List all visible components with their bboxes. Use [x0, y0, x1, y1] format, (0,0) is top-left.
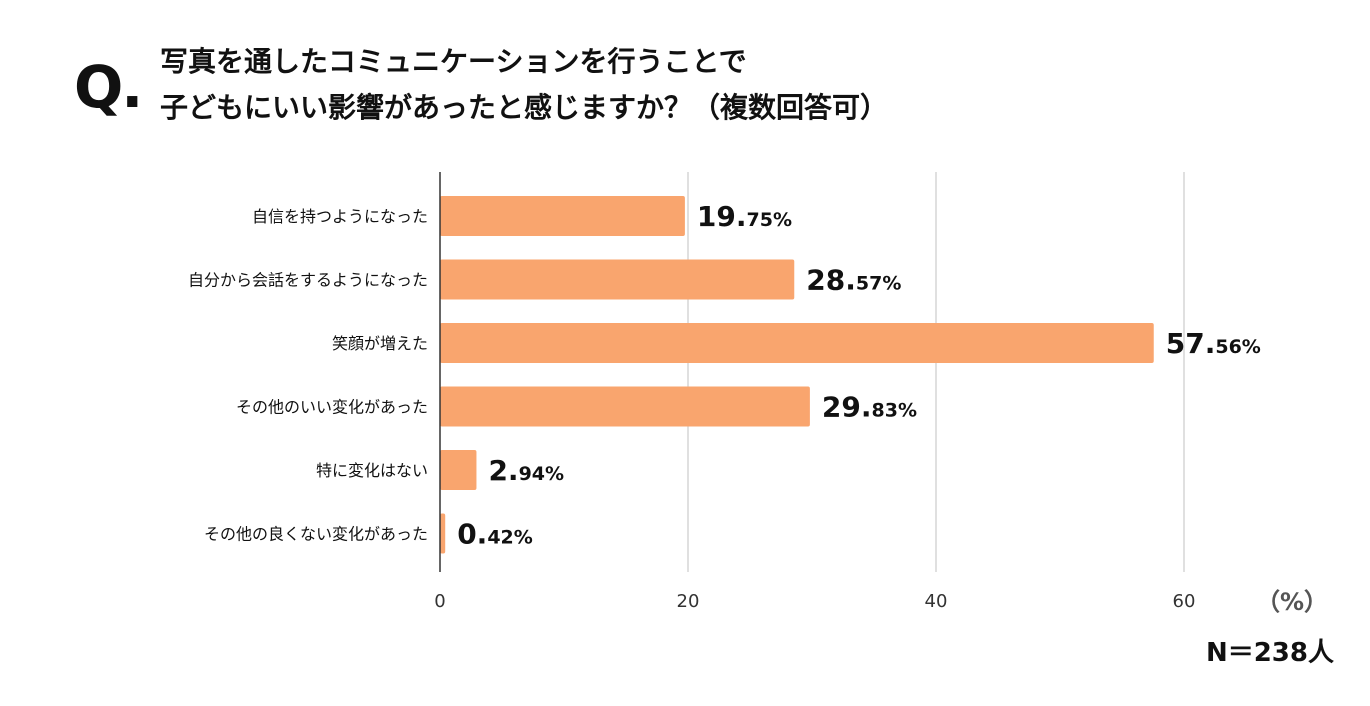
bar	[440, 513, 446, 554]
value-label-integer: 0.	[457, 518, 487, 551]
value-label: 28.57%	[806, 264, 901, 297]
category-label: 笑顔が増えた	[332, 334, 428, 353]
x-axis-unit-label: （%）	[1256, 588, 1328, 616]
value-label: 57.56%	[1166, 327, 1261, 360]
bars	[440, 196, 1154, 554]
question-line-2: 子どもにいい影響があったと感じますか？（複数回答可）	[160, 91, 889, 124]
x-tick-label: 20	[677, 591, 700, 612]
value-label-integer: 2.	[488, 454, 518, 487]
bar	[440, 196, 685, 236]
bar	[440, 386, 810, 427]
value-label-decimal: 42%	[487, 527, 532, 549]
bar	[440, 323, 1154, 363]
value-label-integer: 29.	[822, 391, 872, 424]
category-label: その他のいい変化があった	[236, 398, 428, 417]
category-label: その他の良くない変化があった	[204, 525, 428, 544]
value-label-decimal: 75%	[747, 209, 792, 231]
value-label-decimal: 56%	[1215, 336, 1260, 358]
sample-size-label: N＝238人	[1205, 638, 1334, 668]
value-label-decimal: 57%	[856, 273, 901, 295]
value-label-decimal: 83%	[872, 400, 917, 422]
value-label: 19.75%	[697, 200, 792, 233]
value-label: 0.42%	[457, 518, 533, 551]
category-label: 自分から会話をするようになった	[188, 271, 428, 290]
value-label: 29.83%	[822, 391, 917, 424]
value-label-integer: 28.	[806, 264, 856, 297]
axes: 0 20 40 60 （%）	[434, 172, 1328, 616]
x-tick-label: 40	[925, 591, 948, 612]
bar	[440, 450, 477, 490]
question-line-1: 写真を通したコミュニケーションを行うことで	[160, 45, 747, 78]
question-mark: Q.	[74, 53, 143, 121]
bar	[440, 259, 795, 300]
category-label: 自信を持つようになった	[252, 207, 428, 226]
x-tick-label: 0	[434, 591, 445, 612]
category-label: 特に変化はない	[316, 461, 428, 480]
labels: 自信を持つようになった 19.75% 自分から会話をするようになった 28.57% 笑顔…	[188, 200, 1261, 551]
gridlines	[687, 172, 1185, 572]
value-label-integer: 57.	[1166, 327, 1216, 360]
x-tick-label: 60	[1173, 591, 1196, 612]
value-label-decimal: 94%	[519, 463, 564, 485]
value-label-integer: 19.	[697, 200, 747, 233]
value-label: 2.94%	[488, 454, 564, 487]
